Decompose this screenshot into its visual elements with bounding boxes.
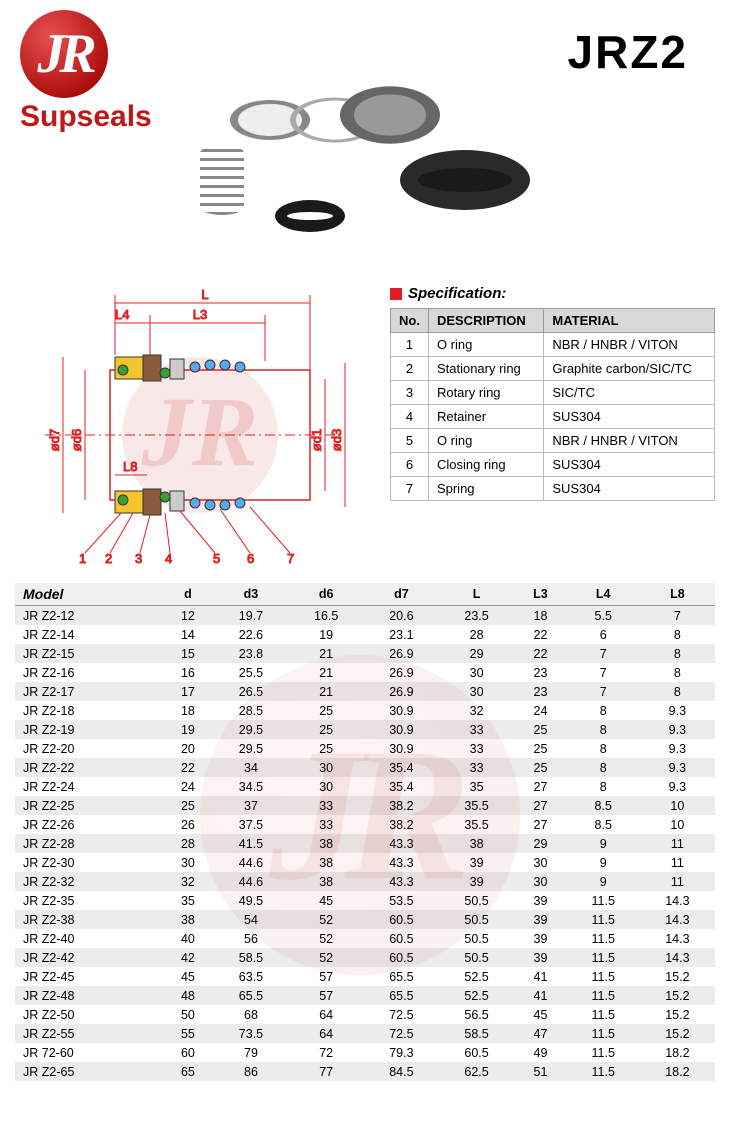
model-col: d3 — [213, 583, 288, 606]
svg-text:ød7: ød7 — [47, 429, 62, 451]
spec-row: 2Stationary ringGraphite carbon/SIC/TC — [391, 357, 715, 381]
spec-row: 1O ringNBR / HNBR / VITON — [391, 333, 715, 357]
spec-marker-icon — [390, 288, 402, 300]
svg-text:ød3: ød3 — [329, 429, 344, 451]
svg-text:ød1: ød1 — [309, 429, 324, 451]
model-section: JR Modeldd3d6d7LL3L4L8 JR Z2-121219.716.… — [0, 575, 730, 1089]
model-row: JR Z2-323244.63843.33930911 — [15, 872, 715, 891]
product-code: JRZ2 — [568, 25, 688, 79]
model-row: JR Z2-121219.716.520.623.5185.57 — [15, 606, 715, 626]
model-row: JR Z2-262637.53338.235.5278.510 — [15, 815, 715, 834]
spec-row: 3Rotary ringSIC/TC — [391, 381, 715, 405]
technical-diagram: JR — [15, 285, 370, 565]
model-row: JR Z2-202029.52530.9332589.3 — [15, 739, 715, 758]
model-col: Model — [15, 583, 162, 606]
model-row: JR Z2-141422.61923.1282268 — [15, 625, 715, 644]
model-row: JR Z2-242434.53035.4352789.3 — [15, 777, 715, 796]
model-row: JR Z2-2525373338.235.5278.510 — [15, 796, 715, 815]
model-row: JR Z2-191929.52530.9332589.3 — [15, 720, 715, 739]
model-col: L — [439, 583, 514, 606]
logo-circle: JR — [20, 10, 108, 98]
model-col: d — [162, 583, 213, 606]
svg-text:5: 5 — [213, 551, 220, 565]
svg-text:7: 7 — [287, 551, 294, 565]
model-col: L4 — [567, 583, 640, 606]
model-row: JR Z2-181828.52530.9322489.3 — [15, 701, 715, 720]
model-col: L3 — [514, 583, 567, 606]
model-row: JR Z2-5050686472.556.54511.515.2 — [15, 1005, 715, 1024]
part-ring4 — [400, 150, 530, 210]
product-photo — [180, 50, 550, 260]
svg-text:4: 4 — [165, 551, 172, 565]
model-col: L8 — [640, 583, 715, 606]
svg-text:3: 3 — [135, 551, 142, 565]
model-table: Modeldd3d6d7LL3L4L8 JR Z2-121219.716.520… — [15, 583, 715, 1081]
spec-col: DESCRIPTION — [428, 309, 543, 333]
spec-row: 4RetainerSUS304 — [391, 405, 715, 429]
spec-row: 5O ringNBR / HNBR / VITON — [391, 429, 715, 453]
spec-col: MATERIAL — [544, 309, 715, 333]
model-row: JR Z2-151523.82126.9292278 — [15, 644, 715, 663]
mid-section: JR — [0, 265, 730, 575]
model-row: JR Z2-2222343035.4332589.3 — [15, 758, 715, 777]
spec-row: 6Closing ringSUS304 — [391, 453, 715, 477]
model-row: JR Z2-424258.55260.550.53911.514.3 — [15, 948, 715, 967]
logo-block: JR Supseals — [20, 10, 152, 134]
logo-letters: JR — [37, 22, 90, 86]
svg-text:JR: JR — [141, 376, 259, 487]
part-ring5 — [275, 200, 345, 232]
spec-col: No. — [391, 309, 429, 333]
svg-text:6: 6 — [247, 551, 254, 565]
svg-text:L8: L8 — [123, 459, 137, 474]
svg-text:ød6: ød6 — [69, 429, 84, 451]
model-row: JR Z2-303044.63843.33930911 — [15, 853, 715, 872]
svg-text:L: L — [201, 287, 208, 302]
model-row: JR Z2-454563.55765.552.54111.515.2 — [15, 967, 715, 986]
part-spring — [200, 145, 244, 215]
spec-title: Specification: — [408, 285, 506, 302]
svg-text:L4: L4 — [115, 307, 129, 322]
model-row: JR Z2-171726.52126.9302378 — [15, 682, 715, 701]
logo-brand-text: Supseals — [20, 100, 152, 134]
spec-table: No.DESCRIPTIONMATERIAL 1O ringNBR / HNBR… — [390, 308, 715, 501]
model-row: JR Z2-161625.52126.9302378 — [15, 663, 715, 682]
part-ring3 — [340, 86, 440, 143]
model-row: JR Z2-3838545260.550.53911.514.3 — [15, 910, 715, 929]
svg-text:L3: L3 — [193, 307, 207, 322]
model-row: JR Z2-353549.54553.550.53911.514.3 — [15, 891, 715, 910]
model-row: JR Z2-4040565260.550.53911.514.3 — [15, 929, 715, 948]
header: JR Supseals JRZ2 — [0, 0, 730, 265]
svg-text:2: 2 — [105, 551, 112, 565]
model-row: JR Z2-555573.56472.558.54711.515.2 — [15, 1024, 715, 1043]
model-col: d6 — [289, 583, 364, 606]
model-row: JR Z2-6565867784.562.55111.518.2 — [15, 1062, 715, 1081]
specification-block: Specification: No.DESCRIPTIONMATERIAL 1O… — [390, 285, 715, 565]
model-row: JR Z2-282841.53843.33829911 — [15, 834, 715, 853]
svg-text:1: 1 — [79, 551, 86, 565]
model-col: d7 — [364, 583, 439, 606]
spec-row: 7SpringSUS304 — [391, 477, 715, 501]
model-row: JR 72-6060797279.360.54911.518.2 — [15, 1043, 715, 1062]
model-row: JR Z2-484865.55765.552.54111.515.2 — [15, 986, 715, 1005]
